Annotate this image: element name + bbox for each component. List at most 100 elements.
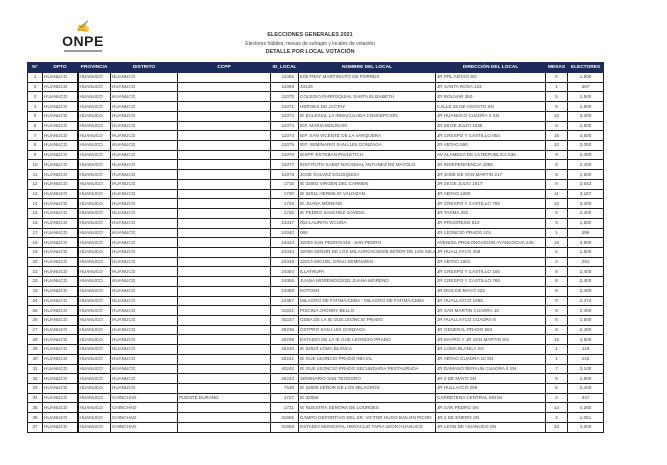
electores-cell: 1,500: [567, 169, 604, 180]
mesas-cell: 5: [545, 72, 568, 83]
direccion-local-cell: JR CRESPO Y CASTILLO 854: [435, 130, 546, 142]
number-cell: 34: [27, 392, 43, 404]
direccion-local-cell: JR INDEPENDENCIA 1085: [435, 159, 546, 171]
document-header: ELECCIONES GENERALES 2021 Electores hábi…: [180, 31, 440, 57]
nombre-local-cell: ESTADIO DE LA IE GUE LEONCIO PRADO: [298, 334, 436, 346]
distrito-cell: CHINCHAO: [110, 412, 178, 423]
number-cell: 16: [27, 217, 43, 229]
dpto-cell: HUANUCO: [42, 149, 79, 161]
table-row: 28 HUANUCO HUANUCO HUANUCO 40239 ESTADIO DE L…: [27, 334, 604, 346]
dpto-cell: HUANUCO: [42, 334, 79, 346]
number-cell: 23: [27, 285, 43, 297]
ccpp-cell: [177, 91, 271, 103]
nombre-local-cell: 32814 MIGUEL GRAU SEMINARIO: [298, 256, 436, 268]
nombre-local-cell: CETPRO SAN LUIS GONZAGA: [298, 324, 436, 336]
nombre-local-cell: IE NUESTRA SEÑORA DE LOURDES: [298, 402, 436, 414]
number-cell: 14: [27, 198, 43, 210]
id-local-cell: 1720: [270, 188, 299, 200]
electores-cell: 296: [567, 227, 604, 239]
dpto-cell: HUANUCO: [42, 412, 79, 423]
direccion-local-cell: JR ABTAO CUADRA 10 SN: [435, 353, 546, 365]
ccpp-cell: [177, 266, 271, 278]
dpto-cell: HUANUCO: [42, 101, 79, 112]
nombre-local-cell: IE 32002 VIRGEN DEL CARMEN: [298, 178, 436, 190]
table-row: 37 HUANUCO HUANUCO CHINCHAO 31656 ESTADIO MUN…: [27, 421, 604, 433]
mesas-cell: 15: [545, 130, 568, 142]
nombre-local-cell: IEP. SEMINARIO SAN LUIS GONZAGA: [298, 140, 436, 151]
number-cell: 11: [27, 169, 43, 180]
dpto-cell: HUANUCO: [42, 227, 79, 239]
distrito-cell: HUANUCO: [110, 159, 178, 171]
table-row: 8 HUANUCO HUANUCO HUANUCO 11075 IEP. SEMINARI…: [27, 140, 604, 151]
mesas-cell: 5: [545, 91, 568, 103]
number-cell: 15: [27, 208, 43, 219]
mesas-cell: 15: [545, 334, 568, 346]
dpto-cell: HUANUCO: [42, 363, 79, 375]
provincia-cell: HUANUCO: [76, 110, 111, 122]
electores-cell: 1,500: [567, 246, 604, 258]
nombre-local-cell: IEP. SAN VICENTE DE LA VARQUERA: [298, 130, 436, 142]
dpto-cell: HUANUCO: [42, 295, 79, 307]
id-local-cell: 40240: [270, 344, 299, 355]
nombre-local-cell: 003 LAURITA VICUÑA: [298, 217, 436, 229]
mesas-cell: 8: [545, 208, 568, 219]
number-cell: 36: [27, 412, 43, 423]
mesas-cell: 5: [545, 101, 568, 112]
direccion-local-cell: JR 28 DE JULIO 1617: [435, 178, 546, 190]
dpto-cell: HUANUCO: [42, 208, 79, 219]
nombre-local-cell: IE 32008 SEÑOR DE LOS MILAGROS: [298, 383, 436, 394]
dpto-cell: HUANUCO: [42, 110, 79, 122]
distrito-cell: HUANUCO: [110, 110, 178, 122]
provincia-cell: HUANUCO: [76, 130, 111, 142]
direccion-local-cell: JR CRESPO Y CASTILLO 785: [435, 276, 546, 287]
electores-cell: 3,187: [567, 188, 604, 200]
distrito-cell: HUANUCO: [110, 81, 178, 93]
provincia-cell: HUANUCO: [76, 363, 111, 375]
provincia-cell: HUANUCO: [76, 227, 111, 239]
nombre-local-cell: IE JUANA MORENO: [298, 198, 436, 210]
dpto-cell: HUANUCO: [42, 140, 79, 151]
direccion-local-cell: JR SAN PEDRO SN: [435, 402, 546, 414]
col-provincia-header: PROVINCIA: [77, 62, 111, 73]
ccpp-cell: [177, 334, 271, 346]
direccion-local-cell: JR JOSE DE SAN MARTIN 217: [435, 169, 546, 180]
provincia-cell: HUANUCO: [76, 276, 111, 287]
mesas-cell: 1: [545, 81, 568, 93]
distrito-cell: HUANUCO: [110, 305, 178, 316]
direccion-local-cell: JR PROGRESO 610: [435, 217, 546, 229]
logo-tagline: [64, 50, 102, 52]
ccpp-cell: [177, 363, 271, 375]
onpe-logo: ✍ ONPE: [58, 20, 108, 56]
mesas-cell: 2: [545, 256, 568, 268]
provincia-cell: HUANUCO: [76, 392, 111, 404]
id-local-cell: 24354: [270, 266, 299, 278]
nombre-local-cell: COLEGIO PARROQUIAL SANTA ELIZABETH: [298, 91, 436, 103]
provincia-cell: HUANUCO: [76, 305, 111, 316]
table-row: 6 HUANUCO HUANUCO HUANUCO 11073 IEP. MARIA MO…: [27, 120, 604, 132]
table-row: 2 HUANUCO HUANUCO HUANUCO 11069 33136 JR SANTA…: [27, 81, 604, 93]
dpto-cell: HUANUCO: [42, 246, 79, 258]
id-local-cell: 11070: [270, 91, 299, 103]
table-row: 18 HUANUCO HUANUCO HUANUCO 24343 32004 SAN PE…: [27, 237, 604, 248]
provincia-cell: HUANUCO: [76, 101, 111, 112]
dpto-cell: HUANUCO: [42, 402, 79, 414]
direccion-local-cell: JR 2 DE ENERO SN: [435, 412, 546, 423]
table-row: 12 HUANUCO HUANUCO HUANUCO 1718 IE 32002 VIRG…: [27, 178, 604, 190]
nombre-local-cell: IE 32055: [298, 392, 436, 404]
direccion-local-cell: AV ALAMEDA DE LA REPUBLICA 535: [435, 149, 546, 161]
provincia-cell: HUANUCO: [76, 373, 111, 384]
ccpp-cell: [177, 314, 271, 326]
direccion-local-cell: JR CRESPO Y CASTILLO 165: [435, 266, 546, 278]
distrito-cell: HUANUCO: [110, 363, 178, 375]
provincia-cell: HUANUCO: [76, 314, 111, 326]
number-cell: 33: [27, 383, 43, 394]
distrito-cell: HUANUCO: [110, 276, 178, 287]
mesas-cell: 1: [545, 353, 568, 365]
ccpp-cell: [177, 256, 271, 268]
direccion-local-cell: JR TARMA 291: [435, 208, 546, 219]
table-row: 22 HUANUCO HUANUCO HUANUCO 24355 JUANA MORENO…: [27, 276, 604, 287]
ccpp-cell: [177, 285, 271, 297]
mesas-cell: 5: [545, 314, 568, 326]
distrito-cell: HUANUCO: [110, 383, 178, 394]
mesas-cell: 5: [545, 373, 568, 384]
